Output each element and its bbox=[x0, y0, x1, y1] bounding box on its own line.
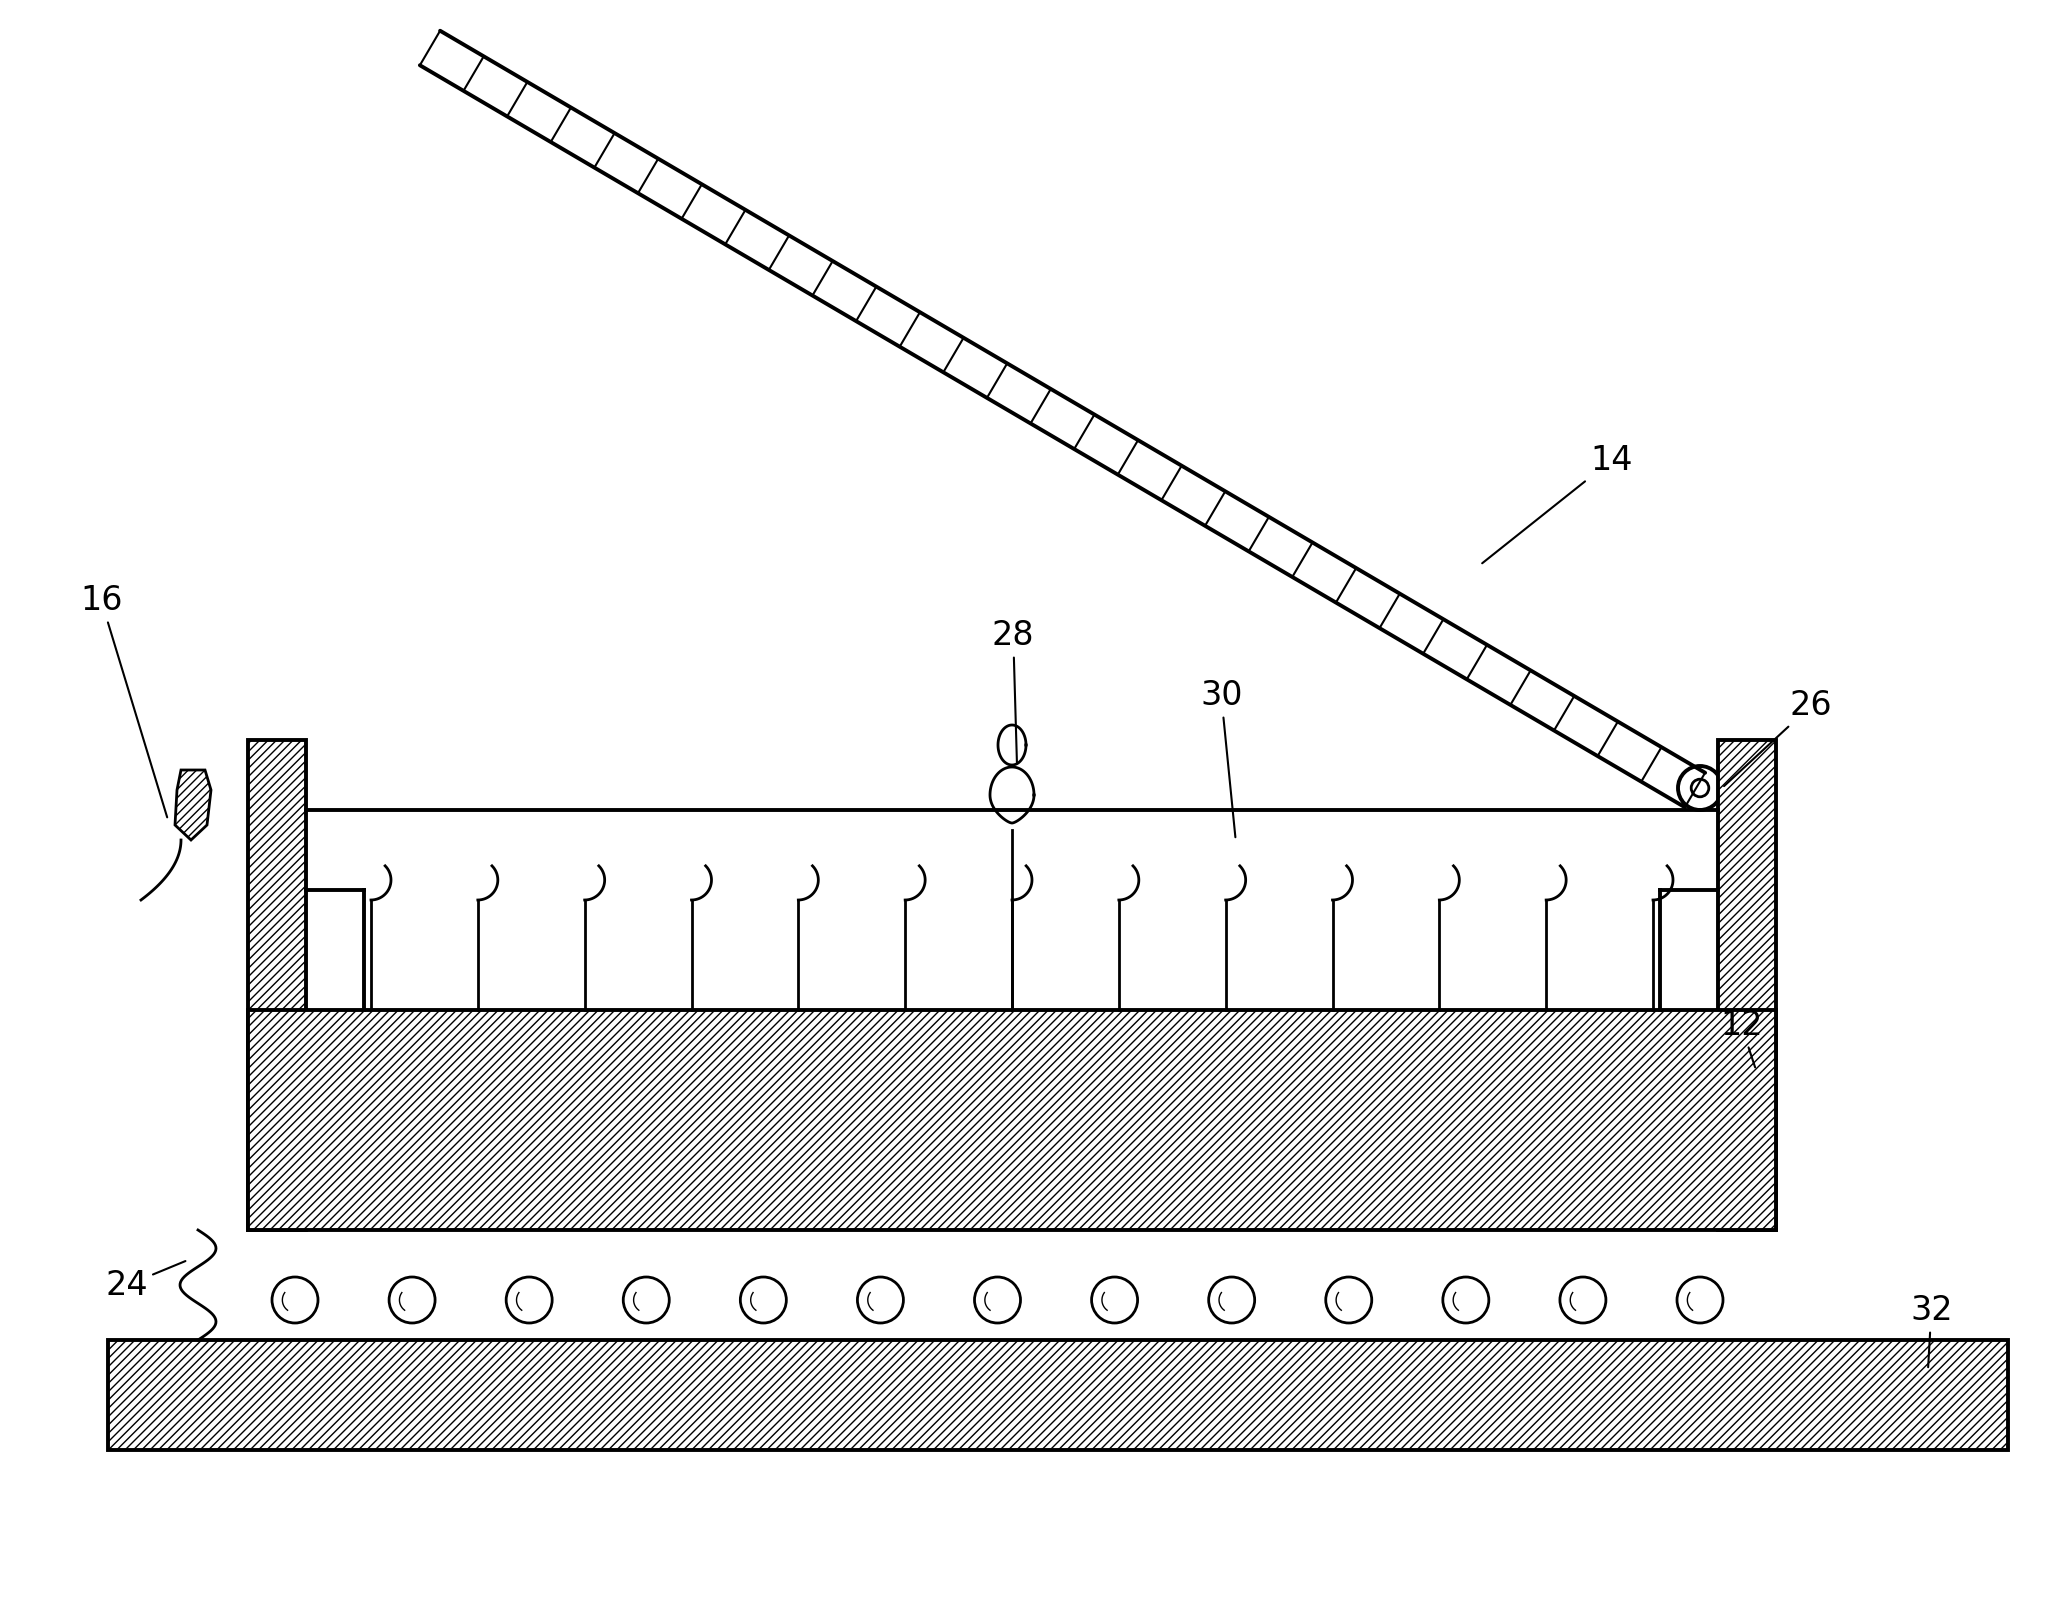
Circle shape bbox=[1208, 1277, 1256, 1323]
Circle shape bbox=[506, 1277, 551, 1323]
Circle shape bbox=[390, 1277, 435, 1323]
Bar bbox=[1718, 740, 1776, 1230]
Circle shape bbox=[1560, 1277, 1606, 1323]
Polygon shape bbox=[174, 771, 211, 840]
Circle shape bbox=[624, 1277, 669, 1323]
Text: 32: 32 bbox=[1910, 1294, 1952, 1366]
Circle shape bbox=[1092, 1277, 1138, 1323]
Circle shape bbox=[974, 1277, 1021, 1323]
Text: 24: 24 bbox=[106, 1261, 184, 1302]
Text: 28: 28 bbox=[992, 618, 1034, 763]
Bar bbox=[249, 740, 307, 1230]
Circle shape bbox=[271, 1277, 317, 1323]
Circle shape bbox=[858, 1277, 903, 1323]
Circle shape bbox=[1676, 1277, 1724, 1323]
Circle shape bbox=[1678, 766, 1722, 810]
Circle shape bbox=[740, 1277, 787, 1323]
Text: 12: 12 bbox=[1720, 1009, 1763, 1067]
Text: 30: 30 bbox=[1200, 678, 1243, 837]
Text: 16: 16 bbox=[81, 584, 168, 818]
Bar bbox=[108, 1341, 2008, 1451]
Circle shape bbox=[1442, 1277, 1490, 1323]
Bar bbox=[249, 1010, 1776, 1230]
Circle shape bbox=[1691, 779, 1709, 797]
Text: 14: 14 bbox=[1481, 444, 1633, 563]
Text: 26: 26 bbox=[1724, 690, 1832, 787]
Circle shape bbox=[1326, 1277, 1372, 1323]
